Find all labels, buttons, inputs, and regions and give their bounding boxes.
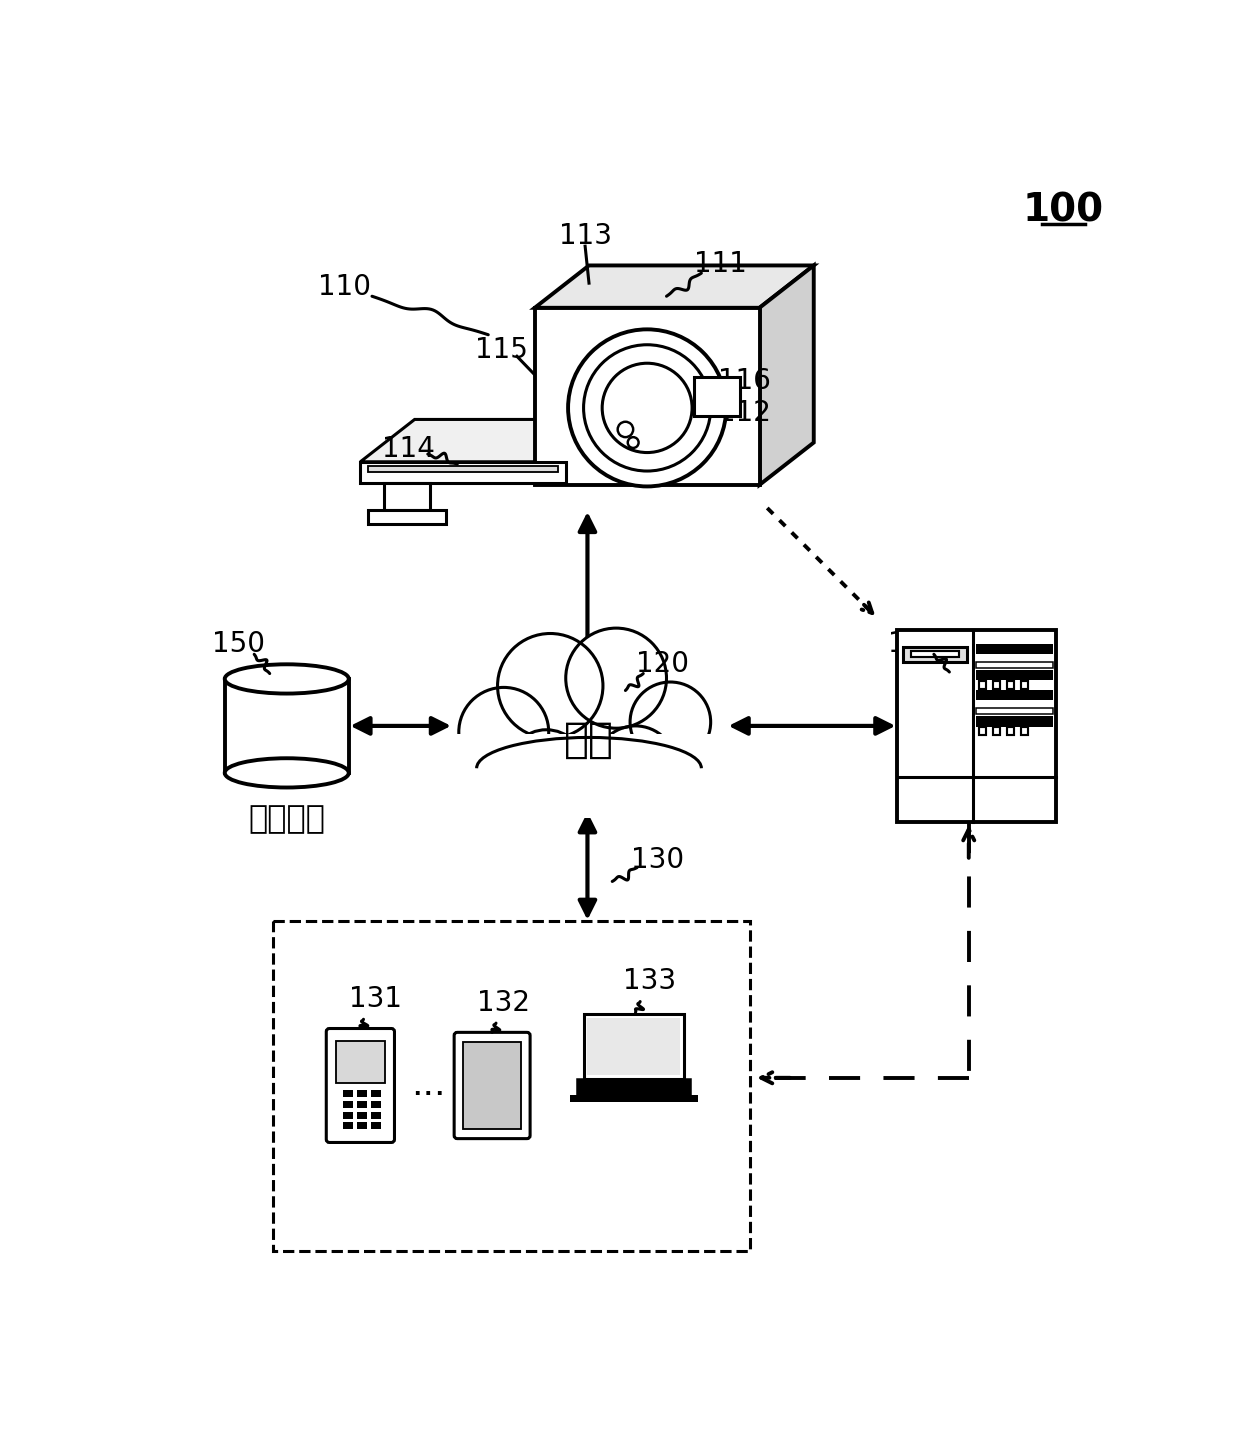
- Bar: [224, 679, 348, 773]
- Bar: [371, 1112, 381, 1119]
- Bar: [534, 307, 759, 485]
- Bar: [978, 727, 987, 735]
- Bar: [1007, 727, 1014, 735]
- Ellipse shape: [224, 758, 348, 787]
- Text: 112: 112: [718, 399, 770, 427]
- Bar: [368, 510, 445, 523]
- Bar: [357, 1090, 367, 1097]
- Text: 存储设备: 存储设备: [248, 805, 325, 835]
- Bar: [976, 708, 1053, 714]
- Bar: [343, 1090, 352, 1097]
- Circle shape: [584, 345, 711, 472]
- Bar: [976, 715, 1053, 727]
- Text: 114: 114: [382, 434, 435, 463]
- FancyBboxPatch shape: [326, 1028, 394, 1142]
- Circle shape: [627, 437, 639, 448]
- Circle shape: [618, 421, 634, 437]
- Circle shape: [507, 730, 585, 806]
- Text: ...: ...: [412, 1069, 446, 1103]
- Bar: [336, 1041, 386, 1083]
- Bar: [577, 1079, 692, 1094]
- Bar: [993, 727, 1001, 735]
- Circle shape: [459, 688, 549, 777]
- Bar: [371, 1100, 381, 1107]
- Text: 140: 140: [888, 630, 941, 659]
- Bar: [976, 643, 1053, 655]
- Text: 133: 133: [622, 968, 676, 995]
- Bar: [897, 630, 1056, 822]
- Text: 131: 131: [350, 985, 402, 1012]
- Text: 111: 111: [694, 249, 748, 278]
- Bar: [454, 734, 724, 818]
- Bar: [976, 689, 1053, 701]
- Bar: [976, 662, 1053, 668]
- Text: 116: 116: [718, 366, 770, 395]
- Polygon shape: [361, 420, 620, 461]
- Bar: [903, 646, 967, 662]
- Circle shape: [568, 329, 727, 486]
- Text: 110: 110: [319, 273, 371, 301]
- Ellipse shape: [224, 665, 348, 694]
- Text: 网络: 网络: [564, 718, 614, 761]
- Bar: [343, 1112, 352, 1119]
- Bar: [976, 669, 1053, 681]
- Bar: [357, 1112, 367, 1119]
- Text: 132: 132: [477, 989, 531, 1017]
- FancyBboxPatch shape: [454, 1032, 531, 1139]
- Text: 130: 130: [631, 846, 683, 874]
- Polygon shape: [534, 265, 813, 307]
- Bar: [343, 1122, 352, 1129]
- Circle shape: [595, 725, 676, 806]
- Text: 100: 100: [1023, 190, 1104, 229]
- Text: 150: 150: [212, 630, 265, 659]
- Circle shape: [565, 629, 667, 728]
- Bar: [993, 681, 1001, 689]
- Circle shape: [497, 633, 603, 738]
- Text: 115: 115: [475, 336, 528, 365]
- Bar: [1007, 681, 1014, 689]
- Bar: [343, 1100, 352, 1107]
- Bar: [588, 1018, 681, 1076]
- Bar: [273, 921, 750, 1252]
- Bar: [368, 466, 558, 472]
- Bar: [361, 461, 565, 483]
- Bar: [383, 483, 430, 510]
- Bar: [570, 1094, 698, 1103]
- Bar: [464, 1041, 521, 1129]
- Polygon shape: [759, 265, 813, 485]
- Bar: [978, 681, 987, 689]
- Bar: [584, 1014, 684, 1079]
- Bar: [371, 1090, 381, 1097]
- Circle shape: [630, 682, 711, 761]
- Bar: [357, 1100, 367, 1107]
- Bar: [1021, 681, 1028, 689]
- Bar: [911, 652, 960, 658]
- FancyBboxPatch shape: [693, 378, 740, 415]
- Circle shape: [603, 363, 692, 453]
- Text: 113: 113: [559, 222, 611, 249]
- Bar: [371, 1122, 381, 1129]
- Bar: [1021, 727, 1028, 735]
- Bar: [357, 1122, 367, 1129]
- Text: 120: 120: [636, 650, 689, 678]
